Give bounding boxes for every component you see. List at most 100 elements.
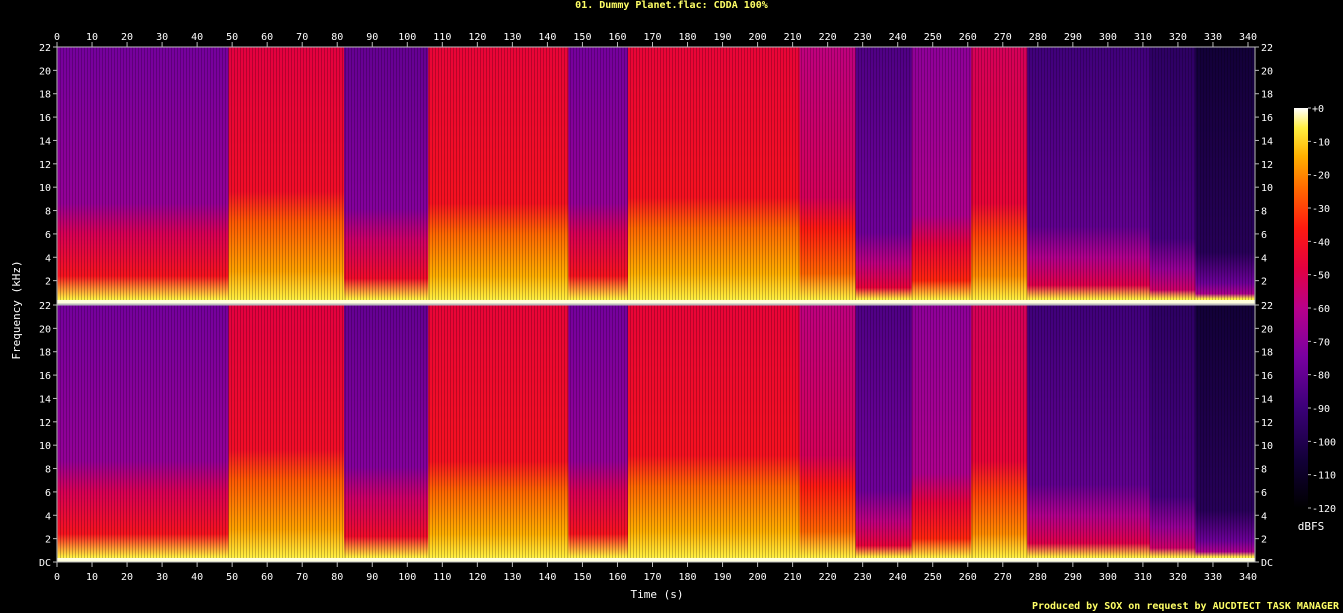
x-tick-label-bottom: 250 [924, 572, 942, 583]
page-title: 01. Dummy Planet.flac: CDDA 100% [575, 0, 768, 11]
y-tick-label-left: 14 [39, 136, 51, 147]
y-tick-label-left: 2 [45, 277, 51, 288]
footer-credit: Produced by SOX on request by AUCDTECT T… [1031, 601, 1339, 612]
x-tick-label-top: 190 [714, 32, 732, 43]
x-tick-label-top: 10 [86, 32, 98, 43]
y-tick-label-right: 6 [1261, 488, 1267, 499]
x-tick-label-bottom: 60 [261, 572, 273, 583]
colorbar-tick-label: -20 [1312, 171, 1330, 182]
x-tick-label-bottom: 280 [1029, 572, 1047, 583]
y-tick-label-left: 8 [45, 465, 51, 476]
colorbar-gradient [1294, 108, 1308, 508]
x-tick-label-bottom: 20 [121, 572, 133, 583]
y-tick-label-left: 22 [39, 43, 51, 54]
y-axis-label: Frequency (kHz) [10, 260, 23, 359]
spectrogram-panels [56, 46, 1256, 563]
x-tick-label-bottom: 100 [398, 572, 416, 583]
x-tick-label-top: 0 [54, 32, 60, 43]
x-tick-label-bottom: 30 [156, 572, 168, 583]
x-tick-label-top: 20 [121, 32, 133, 43]
y-tick-label-left: 4 [45, 511, 51, 522]
x-tick-label-top: 270 [994, 32, 1012, 43]
y-tick-label-left: 12 [39, 418, 51, 429]
y-tick-label-right: 12 [1261, 160, 1273, 171]
y-tick-label-right: 14 [1261, 394, 1273, 405]
y-tick-label-right: 8 [1261, 207, 1267, 218]
texture-overlay [57, 47, 1255, 304]
y-tick-label-right: 4 [1261, 253, 1267, 264]
y-tick-label-right: 6 [1261, 230, 1267, 241]
x-tick-label-top: 320 [1169, 32, 1187, 43]
y-tick-label-left: 18 [39, 348, 51, 359]
x-tick-label-top: 330 [1204, 32, 1222, 43]
colorbar-tick-label: -100 [1312, 437, 1336, 448]
colorbar-tick-label: -10 [1312, 137, 1330, 148]
dc-band [57, 300, 1255, 304]
x-tick-label-bottom: 40 [191, 572, 203, 583]
y-tick-label-left: 4 [45, 253, 51, 264]
x-tick-label-top: 30 [156, 32, 168, 43]
x-tick-label-bottom: 160 [608, 572, 626, 583]
y-tick-label-left: 6 [45, 488, 51, 499]
x-tick-label-top: 130 [503, 32, 521, 43]
x-tick-label-bottom: 270 [994, 572, 1012, 583]
x-tick-label-bottom: 190 [714, 572, 732, 583]
colorbar-tick-label: -50 [1312, 271, 1330, 282]
colorbar: +0 -10 -20 -30 -40 -50 -60 -70 -80 -90 -100 -110 -12… [1294, 104, 1336, 515]
x-tick-label-bottom: 170 [643, 572, 661, 583]
x-tick-label-bottom: 340 [1239, 572, 1257, 583]
colorbar-tick-label: -60 [1312, 304, 1330, 315]
x-tick-label-bottom: 90 [366, 572, 378, 583]
x-tick-label-bottom: 130 [503, 572, 521, 583]
x-tick-label-top: 210 [784, 32, 802, 43]
x-tick-label-bottom: 310 [1134, 572, 1152, 583]
x-tick-label-bottom: 150 [573, 572, 591, 583]
y-tick-label-right: 2 [1261, 535, 1267, 546]
y-tick-label-right: 14 [1261, 136, 1273, 147]
y-tick-label-left: 8 [45, 207, 51, 218]
y-tick-label-right: 8 [1261, 465, 1267, 476]
y-tick-label-left: 12 [39, 160, 51, 171]
x-tick-label-bottom: 180 [678, 572, 696, 583]
y-tick-label-right: 20 [1261, 66, 1273, 77]
panel-frame [56, 46, 1256, 305]
y-tick-label-right: 10 [1261, 183, 1273, 194]
panel-frame [56, 304, 1256, 563]
y-tick-label-left: 6 [45, 230, 51, 241]
y-tick-label-left: 10 [39, 441, 51, 452]
spectrogram-panel-left [56, 46, 1256, 305]
x-tick-label-bottom: 300 [1099, 572, 1117, 583]
x-tick-label-top: 310 [1134, 32, 1152, 43]
x-tick-label-top: 230 [854, 32, 872, 43]
y-tick-label-right: 22 [1261, 43, 1273, 54]
x-tick-label-top: 40 [191, 32, 203, 43]
dc-band [57, 558, 1255, 562]
y-tick-label-right: 22 [1261, 301, 1273, 312]
x-tick-label-top: 60 [261, 32, 273, 43]
y-tick-label-right: 12 [1261, 418, 1273, 429]
x-tick-label-bottom: 80 [331, 572, 343, 583]
x-tick-label-top: 240 [889, 32, 907, 43]
x-tick-label-top: 340 [1239, 32, 1257, 43]
x-tick-label-top: 290 [1064, 32, 1082, 43]
x-tick-label-bottom: 240 [889, 572, 907, 583]
y-tick-label-right: 2 [1261, 277, 1267, 288]
x-tick-label-bottom: 330 [1204, 572, 1222, 583]
x-tick-label-top: 50 [226, 32, 238, 43]
y-tick-label-left: 14 [39, 394, 51, 405]
spectrogram-panel-right [56, 304, 1256, 563]
x-tick-label-bottom: 0 [54, 572, 60, 583]
x-tick-label-top: 250 [924, 32, 942, 43]
y-tick-label-right: 20 [1261, 324, 1273, 335]
colorbar-tick-label: -90 [1312, 404, 1330, 415]
y-tick-label-left: 10 [39, 183, 51, 194]
x-tick-label-top: 70 [296, 32, 308, 43]
x-tick-label-bottom: 200 [749, 572, 767, 583]
colorbar-tick-label: -40 [1312, 237, 1330, 248]
x-tick-label-bottom: 10 [86, 572, 98, 583]
y-tick-label-right: 18 [1261, 90, 1273, 101]
colorbar-label: dBFS [1298, 520, 1325, 533]
colorbar-tick-label: +0 [1312, 104, 1324, 115]
x-tick-label-top: 150 [573, 32, 591, 43]
